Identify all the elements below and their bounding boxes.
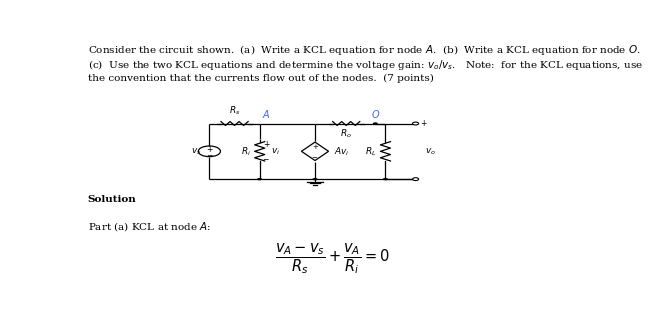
Text: $v_s$: $v_s$	[191, 146, 202, 157]
Text: +: +	[263, 140, 269, 149]
Circle shape	[383, 178, 388, 180]
Text: $v_o$: $v_o$	[424, 146, 435, 157]
Text: $A$: $A$	[262, 108, 270, 120]
Text: $-$: $-$	[312, 153, 319, 159]
Text: the convention that the currents flow out of the nodes.  (7 points): the convention that the currents flow ou…	[88, 74, 434, 83]
Text: $R_L$: $R_L$	[365, 145, 376, 158]
Text: $-$: $-$	[206, 149, 213, 158]
Text: $O$: $O$	[371, 108, 380, 120]
Text: $R_i$: $R_i$	[241, 145, 251, 158]
Circle shape	[257, 178, 262, 180]
Circle shape	[413, 122, 419, 125]
Circle shape	[413, 178, 419, 181]
Text: $Av_i$: $Av_i$	[334, 145, 350, 158]
Text: +: +	[312, 144, 318, 150]
Circle shape	[313, 178, 317, 180]
Text: (c)  Use the two KCL equations and determine the voltage gain: $v_o/v_s$.   Note: (c) Use the two KCL equations and determ…	[88, 58, 643, 72]
Text: Solution: Solution	[88, 195, 136, 204]
Text: $R_s$: $R_s$	[229, 105, 240, 117]
Text: Part (a) KCL at node $A$:: Part (a) KCL at node $A$:	[88, 220, 211, 233]
Text: +: +	[206, 145, 213, 154]
Circle shape	[373, 122, 378, 125]
Text: $R_o$: $R_o$	[340, 128, 352, 140]
Text: Consider the circuit shown.  (a)  Write a KCL equation for node $A$.  (b)  Write: Consider the circuit shown. (a) Write a …	[88, 42, 641, 57]
Text: $v_i$: $v_i$	[271, 146, 280, 157]
Text: $-$: $-$	[262, 154, 270, 163]
Text: +: +	[421, 119, 427, 128]
Text: $\dfrac{v_A - v_s}{R_s} + \dfrac{v_A}{R_i} = 0$: $\dfrac{v_A - v_s}{R_s} + \dfrac{v_A}{R_…	[275, 241, 390, 276]
